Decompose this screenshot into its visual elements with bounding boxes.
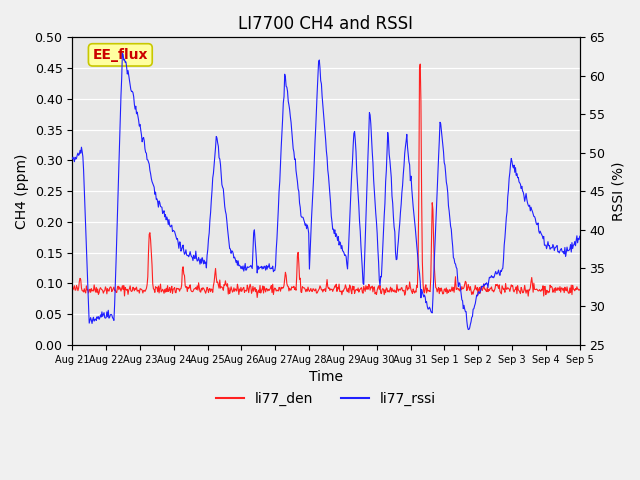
Legend: li77_den, li77_rssi: li77_den, li77_rssi: [211, 386, 442, 412]
Y-axis label: CH4 (ppm): CH4 (ppm): [15, 154, 29, 229]
Y-axis label: RSSI (%): RSSI (%): [611, 161, 625, 221]
Title: LI7700 CH4 and RSSI: LI7700 CH4 and RSSI: [239, 15, 413, 33]
Text: EE_flux: EE_flux: [93, 48, 148, 62]
X-axis label: Time: Time: [309, 370, 343, 384]
